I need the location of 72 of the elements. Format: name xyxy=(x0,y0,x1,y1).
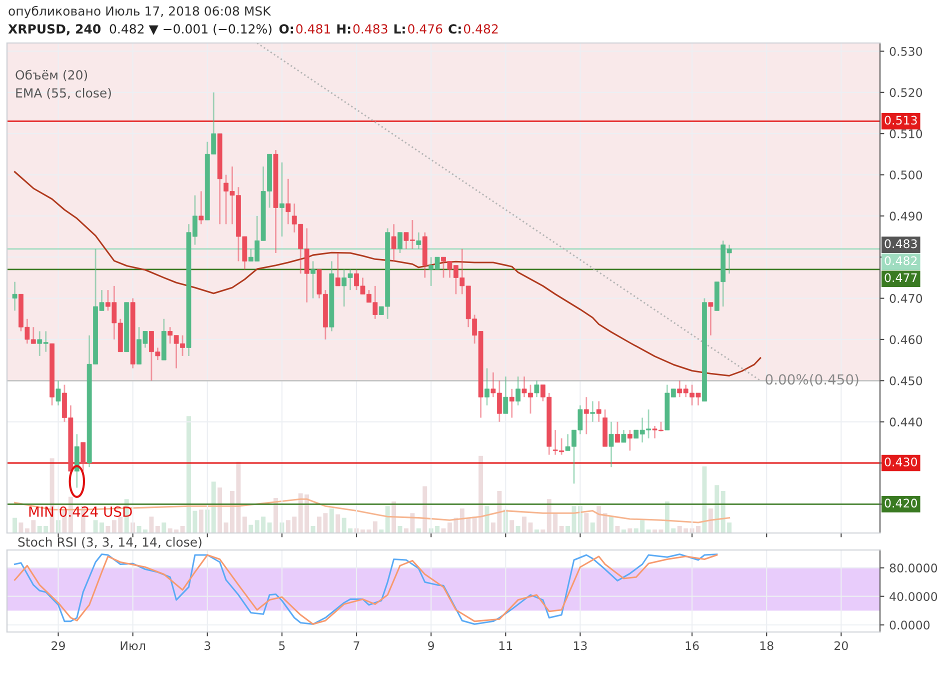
bar xyxy=(422,486,428,533)
bar xyxy=(385,506,390,533)
y-tick-label: 0.470 xyxy=(890,294,922,303)
bar xyxy=(267,522,272,533)
bar xyxy=(162,522,166,533)
y-tick-label: 0.510 xyxy=(890,129,922,138)
bar xyxy=(559,526,564,533)
ref-line-label: 0.477 xyxy=(884,273,917,282)
bar xyxy=(602,513,608,533)
bar xyxy=(372,521,378,533)
chart-title: Объём (20) xyxy=(16,70,88,82)
bar xyxy=(310,526,316,533)
y-tick-label: 0.520 xyxy=(890,88,922,98)
y-tick-label: 0.500 xyxy=(890,170,922,180)
x-tick-label: 5 xyxy=(279,641,285,650)
bar xyxy=(510,520,514,533)
bar xyxy=(248,524,254,533)
y-tick-label: 0.0000 xyxy=(890,620,930,630)
ref-line-label: 0.430 xyxy=(884,457,918,466)
annotation: EMA (55, close) xyxy=(16,88,111,100)
chart-title: XRPUSD, 240 xyxy=(8,24,101,36)
bar xyxy=(218,487,222,533)
y-tick-label: 0.440 xyxy=(890,418,922,426)
bar xyxy=(609,516,614,533)
x-tick-label: 11 xyxy=(499,641,512,650)
bar xyxy=(211,482,216,533)
bar xyxy=(522,516,527,533)
text: O:0.481 H:0.483 L:0.476 C:0.482 xyxy=(279,24,498,34)
x-tick-label: 16 xyxy=(686,641,699,650)
band-label: 0.00%(0.450) xyxy=(766,374,858,386)
y-tick-label: 40.0000 xyxy=(890,592,938,601)
bar xyxy=(329,508,334,533)
x-tick-label: Июл xyxy=(120,641,145,650)
y-tick-label: 0.460 xyxy=(890,335,922,344)
bar xyxy=(615,526,620,533)
bar xyxy=(516,526,520,533)
y-tick-label: 0.530 xyxy=(890,46,922,56)
bar xyxy=(198,510,204,533)
bar xyxy=(18,522,24,533)
ref-line-label: 0.482 xyxy=(884,256,917,266)
y-tick-label: 80.0000 xyxy=(890,564,938,572)
bar xyxy=(708,508,713,533)
x-tick-label: 29 xyxy=(52,641,65,650)
bar xyxy=(714,485,720,533)
ref-line-label: 0.420 xyxy=(884,498,918,508)
text: 0.483 xyxy=(884,239,917,248)
bar xyxy=(274,498,278,533)
x-tick-label: 13 xyxy=(574,641,587,650)
line-series xyxy=(14,171,762,376)
bar xyxy=(106,526,110,533)
bar xyxy=(596,506,602,533)
x-tick-label: 20 xyxy=(834,641,848,650)
bar xyxy=(702,466,707,533)
bar xyxy=(12,518,18,533)
x-tick-label: 18 xyxy=(760,641,774,650)
x-tick-label: 9 xyxy=(428,641,434,650)
chart-subtitle: опубликовано Июль 17, 2018 06:08 MSK xyxy=(8,6,272,18)
bar xyxy=(242,516,247,533)
bar xyxy=(180,526,185,533)
text: 0.482 ▼ −0.001 (−0.12%) xyxy=(110,24,272,36)
y-tick-label: 0.490 xyxy=(890,212,922,221)
bar xyxy=(155,526,160,533)
bar xyxy=(336,514,340,533)
x-tick-label: 7 xyxy=(354,641,360,650)
chart-title: Stoch RSI (3, 3, 14, 14, close) xyxy=(18,537,202,548)
bar xyxy=(584,513,589,533)
x-tick-label: 3 xyxy=(204,641,210,650)
ref-line-label: 0.513 xyxy=(884,116,917,125)
annotation: MIN 0.424 USD xyxy=(29,506,132,517)
y-tick-label: 0.450 xyxy=(890,376,922,386)
bar xyxy=(149,516,154,533)
bar xyxy=(590,522,595,533)
